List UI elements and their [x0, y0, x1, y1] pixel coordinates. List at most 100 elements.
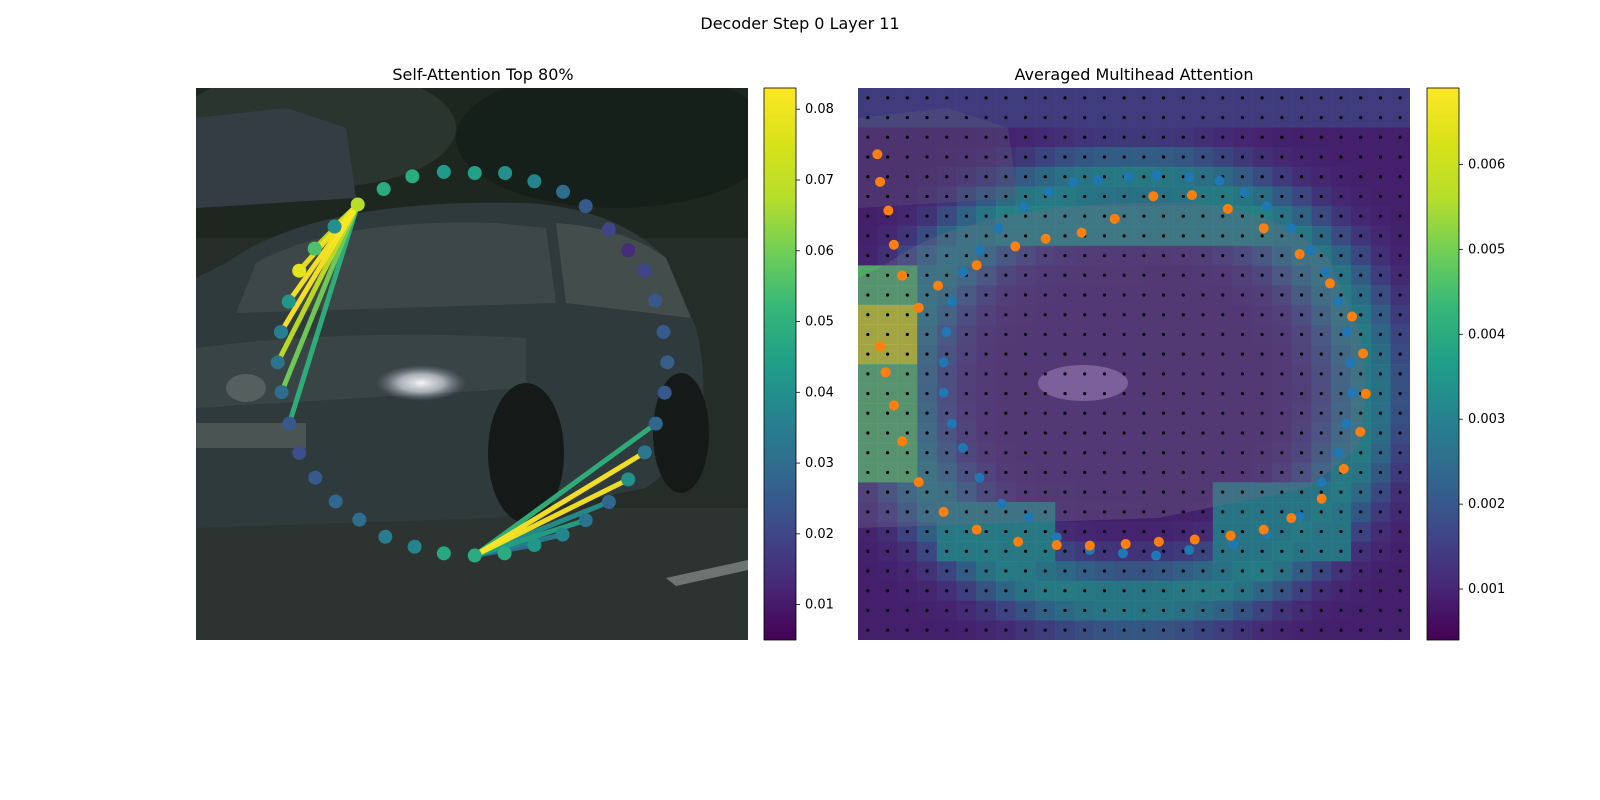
- grid-dot: [1260, 313, 1264, 317]
- reference-point: [913, 477, 924, 488]
- grid-dot: [1339, 372, 1343, 376]
- grid-dot: [1359, 451, 1363, 455]
- grid-dot: [1122, 608, 1126, 613]
- grid-dot: [1161, 470, 1166, 475]
- grid-dot: [1043, 155, 1047, 159]
- grid-dot: [984, 549, 988, 553]
- grid-dot: [1122, 155, 1126, 159]
- grid-dot: [1299, 490, 1304, 494]
- grid-dot: [1181, 293, 1185, 297]
- grid-dot: [1083, 372, 1087, 376]
- grid-dot: [1083, 411, 1087, 415]
- grid-dot: [1063, 529, 1067, 534]
- grid-dot: [1004, 589, 1008, 593]
- grid-dot: [1240, 490, 1245, 494]
- grid-dot: [1023, 194, 1028, 199]
- grid-dot: [1398, 510, 1402, 514]
- grid-dot: [866, 470, 870, 475]
- grid-dot: [1339, 313, 1343, 317]
- grid-dot: [1260, 411, 1264, 415]
- grid-dot: [1378, 529, 1383, 534]
- grid-dot: [1378, 155, 1383, 159]
- grid-dot: [925, 391, 929, 396]
- grid-dot: [1221, 135, 1225, 139]
- grid-dot: [866, 529, 870, 534]
- grid-dot: [925, 352, 929, 356]
- grid-dot: [1280, 589, 1284, 593]
- attention-point: [436, 546, 451, 561]
- grid-dot: [1142, 411, 1146, 415]
- grid-dot: [925, 529, 929, 534]
- grid-dot: [964, 569, 969, 573]
- grid-dot: [1299, 589, 1304, 593]
- grid-dot: [1378, 549, 1383, 553]
- grid-dot: [1221, 628, 1225, 632]
- grid-dot: [1142, 234, 1146, 238]
- grid-dot: [1280, 234, 1284, 238]
- grid-dot: [866, 608, 870, 613]
- grid-dot: [1280, 214, 1284, 218]
- grid-dot: [1280, 273, 1284, 277]
- grid-dot: [964, 352, 969, 356]
- grid-dot: [905, 372, 909, 376]
- grid-dot: [945, 529, 949, 534]
- query-point: [1294, 511, 1305, 522]
- grid-dot: [1102, 529, 1107, 534]
- grid-dot: [866, 391, 870, 396]
- colorbar-tick-label: 0.07: [805, 173, 834, 188]
- grid-dot: [1240, 293, 1245, 297]
- grid-dot: [866, 293, 870, 297]
- grid-dot: [1102, 155, 1107, 159]
- grid-dot: [1161, 352, 1166, 356]
- grid-dot: [1398, 628, 1402, 632]
- grid-dot: [1339, 273, 1343, 277]
- grid-dot: [905, 549, 909, 553]
- query-point: [1341, 326, 1352, 337]
- grid-dot: [1260, 352, 1264, 356]
- grid-dot: [1260, 431, 1264, 435]
- grid-dot: [1280, 352, 1284, 356]
- grid-dot: [1043, 372, 1047, 376]
- grid-dot: [1339, 529, 1343, 534]
- grid-dot: [1023, 411, 1028, 415]
- grid-dot: [1063, 549, 1067, 553]
- grid-dot: [1181, 352, 1185, 356]
- grid-dot: [1161, 411, 1166, 415]
- query-point: [957, 266, 968, 277]
- grid-dot: [1004, 411, 1008, 415]
- grid-dot: [1004, 510, 1008, 514]
- grid-dot: [945, 431, 949, 435]
- grid-dot: [1004, 234, 1008, 238]
- query-point: [1117, 548, 1128, 559]
- grid-dot: [984, 194, 988, 199]
- grid-dot: [1023, 529, 1028, 534]
- grid-dot: [1201, 628, 1205, 632]
- attention-point: [350, 197, 365, 212]
- grid-dot: [1378, 490, 1383, 494]
- query-point: [1345, 357, 1356, 368]
- grid-dot: [945, 155, 949, 159]
- grid-dot: [1319, 332, 1323, 337]
- grid-dot: [1142, 391, 1146, 396]
- grid-dot: [1280, 490, 1284, 494]
- grid-dot: [1359, 194, 1363, 199]
- grid-dot: [1063, 391, 1067, 396]
- grid-dot: [1378, 214, 1383, 218]
- grid-dot: [1398, 549, 1402, 553]
- grid-dot: [885, 155, 890, 159]
- grid-dot: [1181, 253, 1185, 258]
- attention-point: [648, 293, 663, 308]
- grid-dot: [945, 549, 949, 553]
- grid-dot: [885, 175, 890, 179]
- grid-dot: [1319, 529, 1323, 534]
- grid-dot: [1280, 628, 1284, 632]
- grid-dot: [1201, 194, 1205, 199]
- grid-dot: [1122, 490, 1126, 494]
- colorbar-tick-label: 0.001: [1468, 582, 1505, 597]
- grid-dot: [1004, 175, 1008, 179]
- grid-dot: [984, 391, 988, 396]
- grid-dot: [964, 214, 969, 218]
- grid-dot: [1201, 470, 1205, 475]
- grid-dot: [1023, 549, 1028, 553]
- attention-point: [436, 164, 451, 179]
